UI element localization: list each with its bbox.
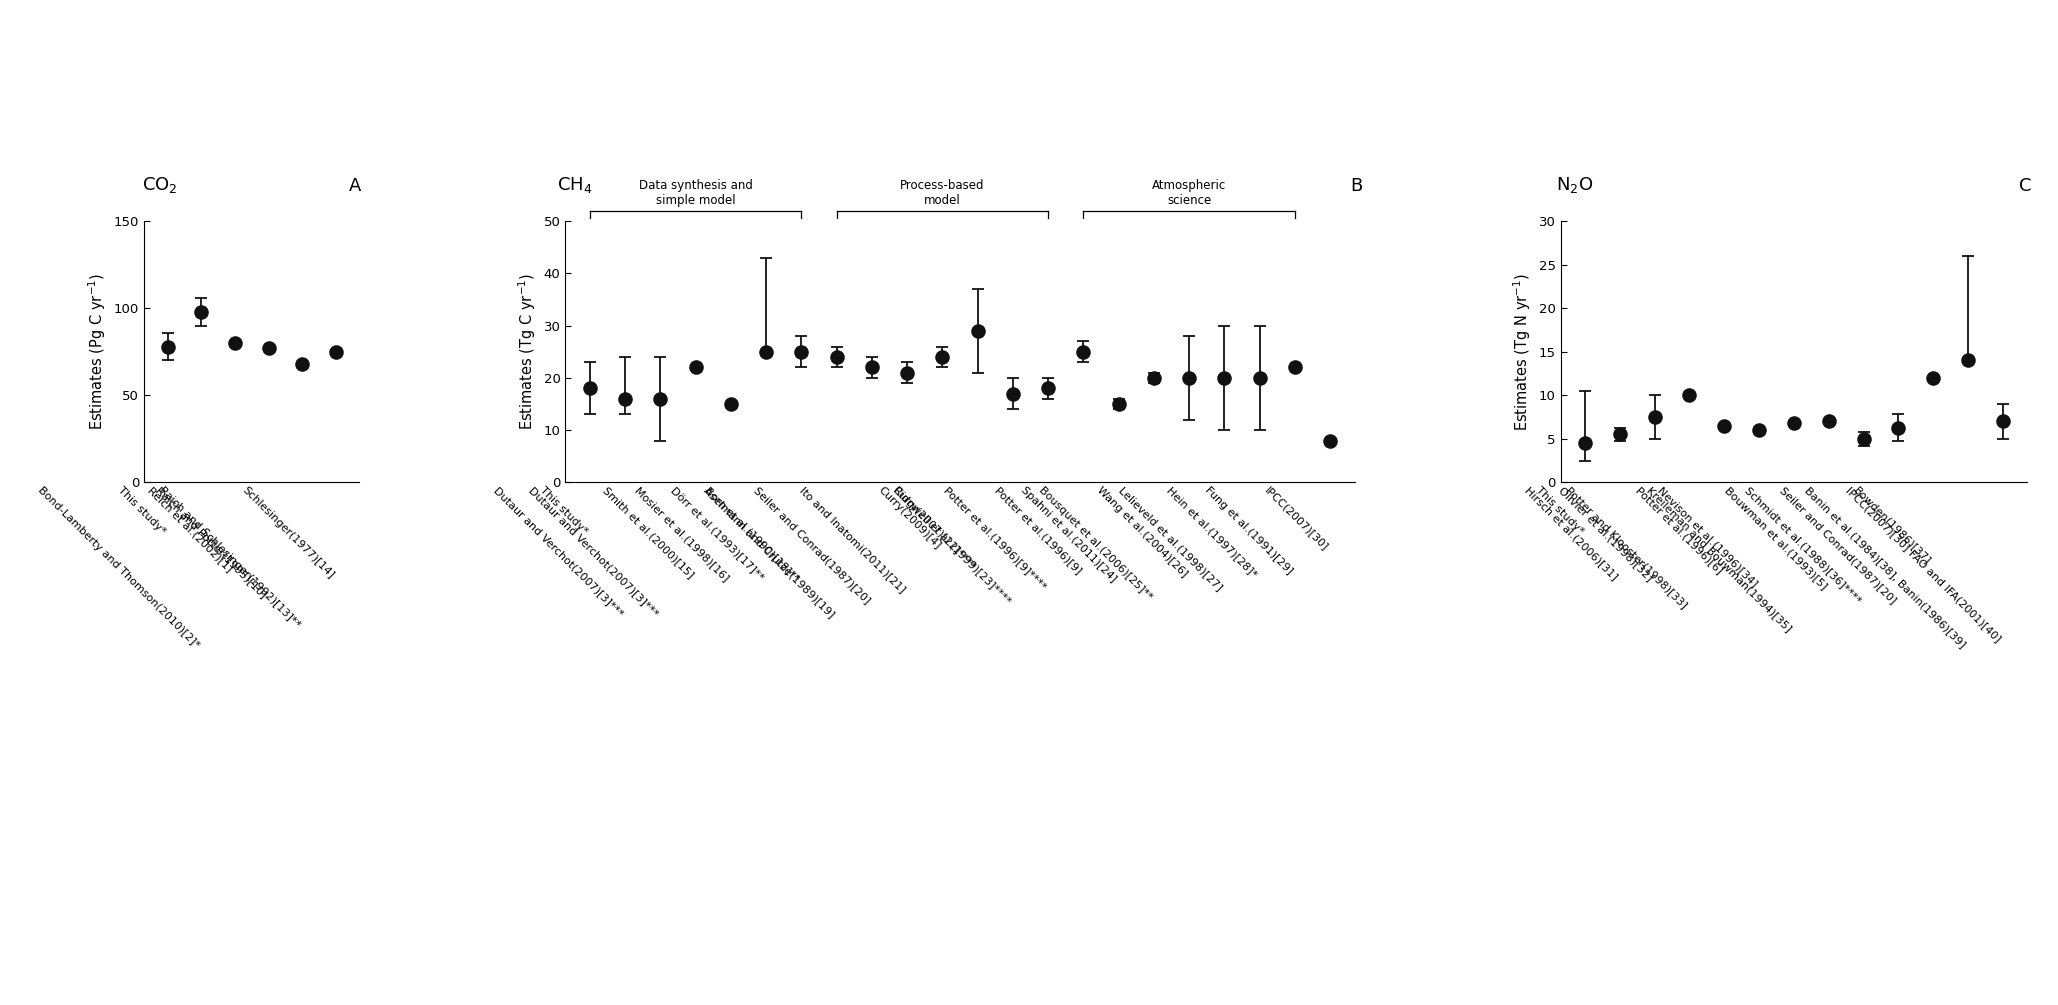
Point xyxy=(1848,431,1881,447)
Point xyxy=(185,304,218,320)
Point xyxy=(1986,413,2019,429)
Text: Data synthesis and
simple model: Data synthesis and simple model xyxy=(638,179,753,207)
Point xyxy=(1673,387,1706,403)
Point xyxy=(1031,380,1064,396)
Point xyxy=(644,391,677,407)
Point xyxy=(1208,370,1241,386)
Text: Atmospheric
science: Atmospheric science xyxy=(1152,179,1227,207)
Text: B: B xyxy=(1350,177,1362,195)
Point xyxy=(749,344,782,360)
Point xyxy=(574,380,607,396)
Point xyxy=(1638,409,1671,425)
Point xyxy=(286,356,319,372)
Text: N$_2$O: N$_2$O xyxy=(1556,175,1593,195)
Point xyxy=(150,339,183,355)
Point xyxy=(784,344,817,360)
Point xyxy=(856,360,889,376)
Point xyxy=(1278,360,1311,376)
Text: Process-based
model: Process-based model xyxy=(899,179,984,207)
Point xyxy=(926,349,959,365)
Point xyxy=(961,323,994,339)
Point xyxy=(1743,422,1776,438)
Point xyxy=(821,349,854,365)
Point xyxy=(1243,370,1276,386)
Point xyxy=(1916,370,1949,386)
Point xyxy=(319,344,352,360)
Point xyxy=(1173,370,1206,386)
Point xyxy=(1138,370,1171,386)
Point xyxy=(1066,344,1099,360)
Point xyxy=(996,386,1029,402)
Point xyxy=(1603,426,1636,442)
Point xyxy=(1708,418,1741,434)
Text: C: C xyxy=(2019,177,2031,195)
Point xyxy=(714,396,747,412)
Text: CO$_2$: CO$_2$ xyxy=(142,175,177,195)
Point xyxy=(218,335,251,351)
Y-axis label: Estimates (Pg C yr$^{-1}$): Estimates (Pg C yr$^{-1}$) xyxy=(86,273,109,430)
Point xyxy=(1951,353,1984,369)
Point xyxy=(251,341,284,357)
Point xyxy=(609,391,642,407)
Point xyxy=(1813,413,1846,429)
Point xyxy=(1568,435,1601,451)
Y-axis label: Estimates (Tg N yr$^{-1}$): Estimates (Tg N yr$^{-1}$) xyxy=(1511,273,1533,430)
Text: CH$_4$: CH$_4$ xyxy=(558,175,593,195)
Point xyxy=(1881,419,1914,435)
Point xyxy=(891,365,924,381)
Point xyxy=(1313,432,1346,448)
Point xyxy=(1103,396,1136,412)
Point xyxy=(679,360,712,376)
Text: A: A xyxy=(350,177,362,195)
Point xyxy=(1778,415,1811,431)
Y-axis label: Estimates (Tg C yr$^{-1}$): Estimates (Tg C yr$^{-1}$) xyxy=(517,273,537,430)
